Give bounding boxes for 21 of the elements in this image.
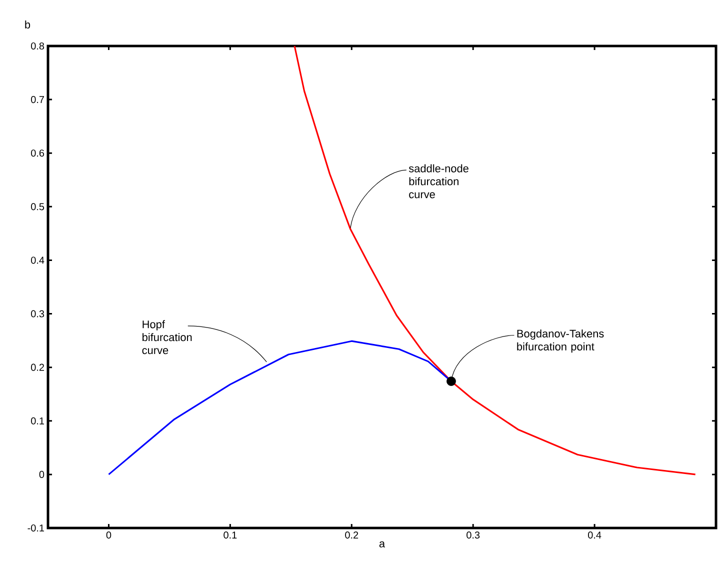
annotation: Hopf bifurcation curve [142, 320, 192, 354]
y-tick-label: 0.3 [31, 310, 44, 318]
y-axis-title: b [25, 20, 30, 29]
y-tick-label: 0.6 [31, 150, 44, 157]
x-tick-label: 0.4 [588, 532, 602, 539]
annotation: Bogdanov-Takens bifurcation point [517, 329, 604, 353]
y-tick-label: 0.1 [31, 417, 44, 424]
x-tick-label: 0 [106, 532, 112, 539]
x-tick-label: 0.1 [224, 532, 237, 539]
y-tick-label: 0.5 [31, 203, 44, 210]
annotation: saddle-node bifurcation curve [408, 164, 468, 198]
x-tick-label: 0.3 [466, 532, 480, 539]
y-tick-label: 0.2 [31, 364, 44, 371]
y-tick-label: 0.4 [31, 256, 44, 264]
y-tick-label: -0.1 [28, 524, 44, 532]
x-axis-title: a [379, 541, 386, 548]
line-series [294, 45, 696, 476]
x-tick-label: 0.2 [345, 532, 358, 539]
y-tick-label: 0.8 [31, 42, 44, 50]
y-tick-label: 0.7 [31, 96, 44, 104]
y-tick-label: 0 [39, 470, 44, 478]
